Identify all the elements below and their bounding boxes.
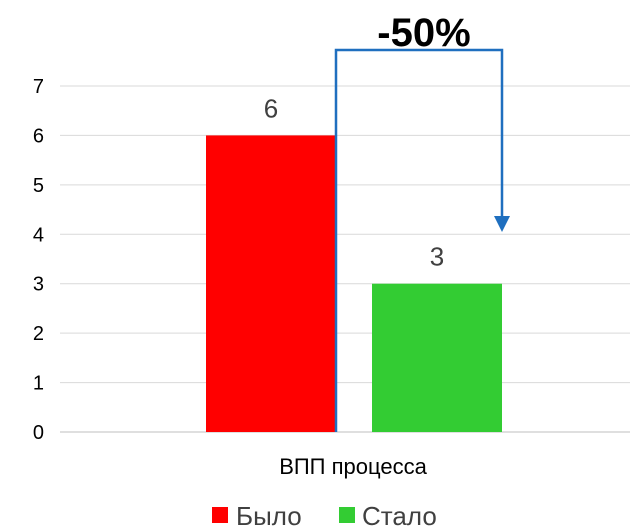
change-arrow	[334, 48, 504, 432]
y-axis-ticks: 0 1 2 3 4 5 6 7	[33, 76, 44, 444]
y-tick-label: 1	[33, 373, 44, 395]
y-tick-label: 5	[33, 175, 44, 197]
data-label: 3	[430, 242, 444, 272]
bar-stalo	[372, 283, 502, 432]
legend-swatch	[339, 507, 355, 523]
y-tick-label: 4	[33, 224, 44, 246]
bar-bylo	[206, 135, 336, 432]
y-tick-label: 7	[33, 76, 44, 98]
change-annotation: -50%	[377, 11, 470, 55]
arrow-head	[494, 216, 510, 232]
legend-swatch	[212, 507, 228, 523]
grid-lines	[60, 85, 630, 433]
y-tick-label: 3	[33, 274, 44, 296]
y-tick-label: 2	[33, 323, 44, 345]
y-tick-label: 6	[33, 125, 44, 147]
legend: Было Стало	[212, 501, 437, 528]
legend-label: Было	[236, 501, 302, 528]
legend-label: Стало	[362, 501, 437, 528]
bars	[206, 135, 502, 432]
y-tick-label: 0	[33, 422, 44, 444]
data-labels: 63	[264, 93, 444, 271]
data-label: 6	[264, 93, 278, 123]
x-category-label: ВПП процесса	[279, 454, 427, 479]
